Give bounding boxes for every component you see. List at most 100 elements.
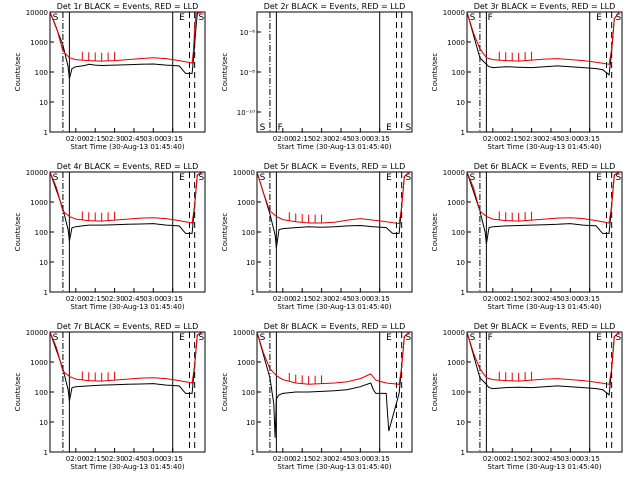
x-tick-label: 03:15 bbox=[580, 455, 600, 463]
series-line-events bbox=[50, 12, 203, 79]
y-axis-label: Counts/sec bbox=[14, 53, 22, 92]
x-tick-label: 03:15 bbox=[370, 135, 390, 143]
series-line-events bbox=[467, 172, 620, 244]
x-tick-label: 02:45 bbox=[331, 455, 351, 463]
phase-marker: S bbox=[199, 13, 205, 23]
y-tick-label: 1 bbox=[44, 289, 48, 297]
series-line-events bbox=[50, 332, 203, 402]
y-tick-label: 1 bbox=[461, 449, 465, 457]
y-tick-label: 10 bbox=[246, 419, 255, 427]
phase-marker: F bbox=[488, 13, 493, 23]
series-line-events bbox=[257, 172, 410, 248]
phase-marker: E bbox=[179, 333, 185, 343]
phase-marker: S bbox=[470, 173, 476, 183]
phase-marker: S bbox=[470, 13, 476, 23]
x-axis-label: Start Time (30-Aug-13 01:45:40) bbox=[277, 143, 391, 151]
x-tick-label: 02:30 bbox=[521, 295, 541, 303]
series-line-lld bbox=[50, 332, 203, 384]
x-tick-label: 02:45 bbox=[541, 455, 561, 463]
series-line-events bbox=[50, 172, 203, 242]
y-tick-label: 1000 bbox=[447, 359, 465, 367]
x-tick-label: 02:15 bbox=[292, 135, 312, 143]
y-tick-label: 1 bbox=[461, 129, 465, 137]
x-tick-label: 02:45 bbox=[331, 295, 351, 303]
y-tick-label: 1000 bbox=[30, 39, 48, 47]
x-tick-label: 03:00 bbox=[560, 455, 580, 463]
x-tick-label: 02:00 bbox=[273, 135, 293, 143]
plot-frame bbox=[256, 171, 413, 293]
y-tick-label: 10 bbox=[39, 99, 48, 107]
phase-marker: E bbox=[179, 173, 185, 183]
phase-marker: S bbox=[616, 13, 622, 23]
x-tick-label: 02:45 bbox=[331, 135, 351, 143]
phase-marker: S bbox=[406, 333, 412, 343]
x-tick-label: 02:45 bbox=[541, 135, 561, 143]
panel-title: Det 3r BLACK = Events, RED = LLD bbox=[474, 2, 616, 11]
x-tick-label: 02:00 bbox=[66, 135, 86, 143]
plot-frame bbox=[256, 331, 413, 453]
y-tick-label: 100 bbox=[242, 229, 255, 237]
x-tick-label: 02:15 bbox=[85, 455, 105, 463]
y-tick-label: 10000 bbox=[233, 169, 255, 177]
x-tick-label: 02:00 bbox=[273, 295, 293, 303]
series-line-lld bbox=[467, 12, 620, 65]
series-line-events bbox=[467, 332, 620, 396]
x-tick-label: 02:15 bbox=[292, 295, 312, 303]
y-axis-label: Counts/sec bbox=[14, 213, 22, 252]
y-tick-label: 100 bbox=[35, 69, 48, 77]
x-axis-label: Start Time (30-Aug-13 01:45:40) bbox=[277, 463, 391, 471]
phase-marker: S bbox=[260, 333, 266, 343]
y-axis-label: Counts/sec bbox=[431, 373, 439, 412]
y-tick-label: 10000 bbox=[233, 329, 255, 337]
x-tick-label: 03:00 bbox=[143, 295, 163, 303]
phase-marker: S bbox=[53, 333, 59, 343]
y-tick-label: 100 bbox=[452, 389, 465, 397]
phase-marker: S bbox=[616, 173, 622, 183]
phase-marker: E bbox=[386, 333, 392, 343]
series-line-lld bbox=[50, 12, 203, 64]
x-axis-label: Start Time (30-Aug-13 01:45:40) bbox=[487, 303, 601, 311]
y-tick-label: 1000 bbox=[237, 199, 255, 207]
x-tick-label: 02:30 bbox=[104, 295, 124, 303]
series-line-lld bbox=[257, 172, 410, 225]
phase-marker: F bbox=[488, 333, 493, 343]
chart-panel-5: Det 5r BLACK = Events, RED = LLD 1 10 100 10… bbox=[221, 162, 413, 311]
phase-marker: E bbox=[596, 173, 602, 183]
x-tick-label: 03:00 bbox=[560, 135, 580, 143]
x-tick-label: 02:45 bbox=[124, 295, 144, 303]
plot-frame bbox=[466, 331, 623, 453]
x-tick-label: 02:45 bbox=[124, 135, 144, 143]
series-line-lld bbox=[467, 172, 620, 224]
y-tick-label: 1000 bbox=[447, 39, 465, 47]
y-tick-label: 1 bbox=[251, 289, 255, 297]
y-axis-label: Counts/sec bbox=[431, 213, 439, 252]
x-axis-label: Start Time (30-Aug-13 01:45:40) bbox=[487, 463, 601, 471]
y-tick-label: 100 bbox=[452, 229, 465, 237]
y-tick-label: 1000 bbox=[237, 359, 255, 367]
phase-marker: S bbox=[199, 173, 205, 183]
chart-panel-6: Det 6r BLACK = Events, RED = LLD 1 10 100 10… bbox=[431, 162, 623, 311]
x-tick-label: 02:15 bbox=[502, 135, 522, 143]
x-tick-label: 03:15 bbox=[163, 455, 183, 463]
y-tick-label: 100 bbox=[35, 229, 48, 237]
y-tick-label: 1 bbox=[44, 449, 48, 457]
y-tick-label: 1 bbox=[461, 289, 465, 297]
x-tick-label: 03:00 bbox=[350, 455, 370, 463]
chart-panel-7: Det 7r BLACK = Events, RED = LLD 1 10 100 10… bbox=[14, 322, 206, 471]
x-tick-label: 02:30 bbox=[104, 455, 124, 463]
y-tick-label: 10000 bbox=[26, 169, 48, 177]
phase-marker: S bbox=[470, 333, 476, 343]
phase-marker: S bbox=[406, 173, 412, 183]
panel-title: Det 7r BLACK = Events, RED = LLD bbox=[57, 322, 199, 331]
y-axis-label: Counts/sec bbox=[221, 213, 229, 252]
x-axis-label: Start Time (30-Aug-13 01:45:40) bbox=[70, 463, 184, 471]
y-tick-label: 100 bbox=[242, 389, 255, 397]
y-tick-label: 10 bbox=[246, 259, 255, 267]
chart-panel-1: Det 1r BLACK = Events, RED = LLD 1 10 100 10… bbox=[14, 2, 206, 151]
x-tick-label: 02:00 bbox=[66, 455, 86, 463]
panel-title: Det 2r BLACK = Events, RED = LLD bbox=[264, 2, 406, 11]
x-tick-label: 02:15 bbox=[502, 455, 522, 463]
phase-marker: S bbox=[260, 123, 266, 133]
x-tick-label: 02:15 bbox=[502, 295, 522, 303]
